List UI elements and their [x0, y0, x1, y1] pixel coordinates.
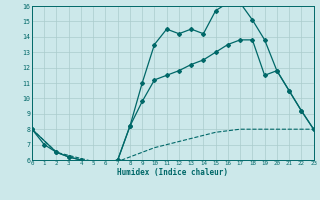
X-axis label: Humidex (Indice chaleur): Humidex (Indice chaleur) [117, 168, 228, 177]
